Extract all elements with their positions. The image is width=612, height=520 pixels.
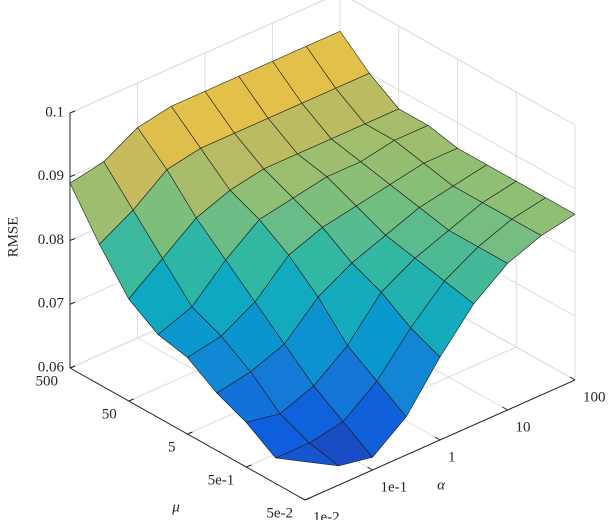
y-axis-label: μ [171, 499, 180, 515]
tick-mark [304, 497, 311, 501]
z-tick-label: 0.06 [38, 359, 65, 375]
surface-face [275, 442, 340, 467]
tick-mark [69, 110, 76, 114]
tick-mark [69, 365, 76, 369]
z-tick-label: 0.1 [45, 104, 64, 120]
x-axis-label: α [437, 477, 446, 493]
z-tick-label: 0.08 [38, 232, 64, 248]
tick-mark [569, 376, 576, 381]
tick-mark [128, 398, 134, 402]
box-edge [69, 0, 326, 114]
tick-mark [367, 466, 373, 471]
x-tick-label: 100 [583, 389, 606, 405]
surface [69, 30, 576, 467]
z-axis-label: RMSE [5, 217, 21, 258]
tick-mark [246, 464, 252, 468]
box-edge [351, 0, 576, 126]
z-tick-label: 0.09 [38, 168, 64, 184]
tick-mark [299, 496, 306, 501]
tick-mark [434, 436, 441, 441]
tick-mark [502, 406, 508, 411]
x-tick-label: 1e-2 [313, 509, 340, 520]
x-tick-label: 1e-1 [381, 479, 408, 495]
x-tick-label: 10 [516, 419, 531, 435]
z-tick-label: 0.07 [38, 296, 65, 312]
tick-mark [69, 174, 76, 178]
y-tick-label: 500 [36, 373, 59, 389]
axes-front: 0.06 0.07 0.08 0.09 0.1 1e-2 1e-1 1 10 100 5e-2 5e-… [36, 104, 606, 520]
y-tick-label: 5e-1 [208, 472, 235, 488]
tick-mark [69, 238, 76, 241]
tick-mark [187, 431, 193, 435]
y-tick-label: 5e-2 [266, 505, 293, 520]
y-tick-label: 5 [168, 439, 176, 455]
tick-mark [69, 301, 76, 305]
y-tick-label: 50 [102, 406, 117, 422]
x-tick-label: 1 [448, 449, 456, 465]
